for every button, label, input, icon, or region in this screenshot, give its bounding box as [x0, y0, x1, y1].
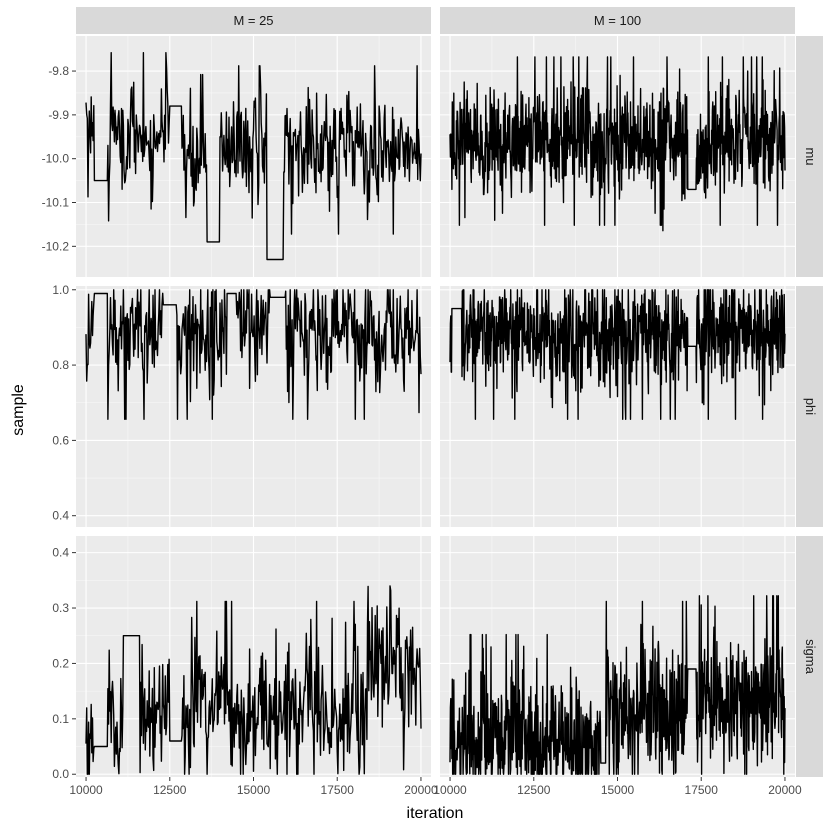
y-tick-label-mu: -9.9 [48, 108, 69, 122]
y-tick-label-phi: 1.0 [52, 283, 69, 297]
trace-line-sigma-m100 [449, 595, 786, 775]
x-tick-label: 15000 [601, 783, 635, 797]
y-tick-label-phi: 0.8 [52, 358, 69, 372]
panel-mu-m25 [76, 36, 431, 277]
y-tick-label-sigma: 0.1 [52, 712, 69, 726]
x-axis-title: iteration [407, 805, 464, 822]
panel-phi-m100 [440, 286, 795, 527]
strips-layer: mu phi sigma M = 25 M = 100 [76, 7, 823, 777]
y-tick-label-sigma: 0.2 [52, 656, 69, 670]
column-strip-label-m100: M = 100 [594, 13, 641, 28]
x-tick-label: 20000 [768, 783, 802, 797]
trace-line-phi-m25 [85, 289, 422, 420]
panel-phi-m25 [76, 286, 431, 527]
column-strip-m100 [440, 7, 795, 34]
trace-line-phi-m100 [449, 289, 786, 420]
x-tick-label: 10000 [433, 783, 467, 797]
x-tick-label: 20000 [404, 783, 438, 797]
trace-line-sigma-m25 [85, 585, 422, 775]
x-tick-label: 15000 [237, 783, 271, 797]
panel-sigma-m25 [76, 536, 431, 777]
panels-layer [76, 36, 795, 777]
y-tick-label-sigma: 0.3 [52, 601, 69, 615]
row-strip-sigma [796, 536, 823, 777]
x-tick-label: 17500 [321, 783, 355, 797]
ticks-layer: -10.2 -10.1 -10.0 -9.9 -9.8 0.4 0.6 0.8 1.0 0.0 0.… [42, 64, 802, 797]
y-tick-label-phi: 0.4 [52, 509, 69, 523]
column-strip-m25 [76, 7, 431, 34]
y-tick-label-phi: 0.6 [52, 433, 69, 447]
x-tick-label: 10000 [69, 783, 103, 797]
row-strip-label-mu: mu [803, 147, 818, 165]
trace-line-mu-m25 [85, 52, 422, 261]
row-strip-mu [796, 36, 823, 277]
panel-mu-m100 [440, 36, 795, 277]
y-axis-title: sample [10, 384, 27, 436]
x-tick-label: 12500 [517, 783, 551, 797]
row-strip-label-phi: phi [803, 398, 818, 415]
x-tick-label: 12500 [153, 783, 187, 797]
column-strip-label-m25: M = 25 [233, 13, 273, 28]
row-strip-label-sigma: sigma [803, 639, 818, 674]
x-tick-label: 17500 [685, 783, 719, 797]
y-tick-label-mu: -10.0 [42, 152, 70, 166]
y-tick-label-mu: -10.2 [42, 239, 70, 253]
y-tick-label-mu: -10.1 [42, 196, 70, 210]
trace-line-mu-m100 [449, 56, 786, 232]
row-strip-phi [796, 286, 823, 527]
y-tick-label-mu: -9.8 [48, 64, 69, 78]
y-tick-label-sigma: 0.4 [52, 546, 69, 560]
y-tick-label-sigma: 0.0 [52, 767, 69, 781]
panel-sigma-m100 [440, 536, 795, 777]
